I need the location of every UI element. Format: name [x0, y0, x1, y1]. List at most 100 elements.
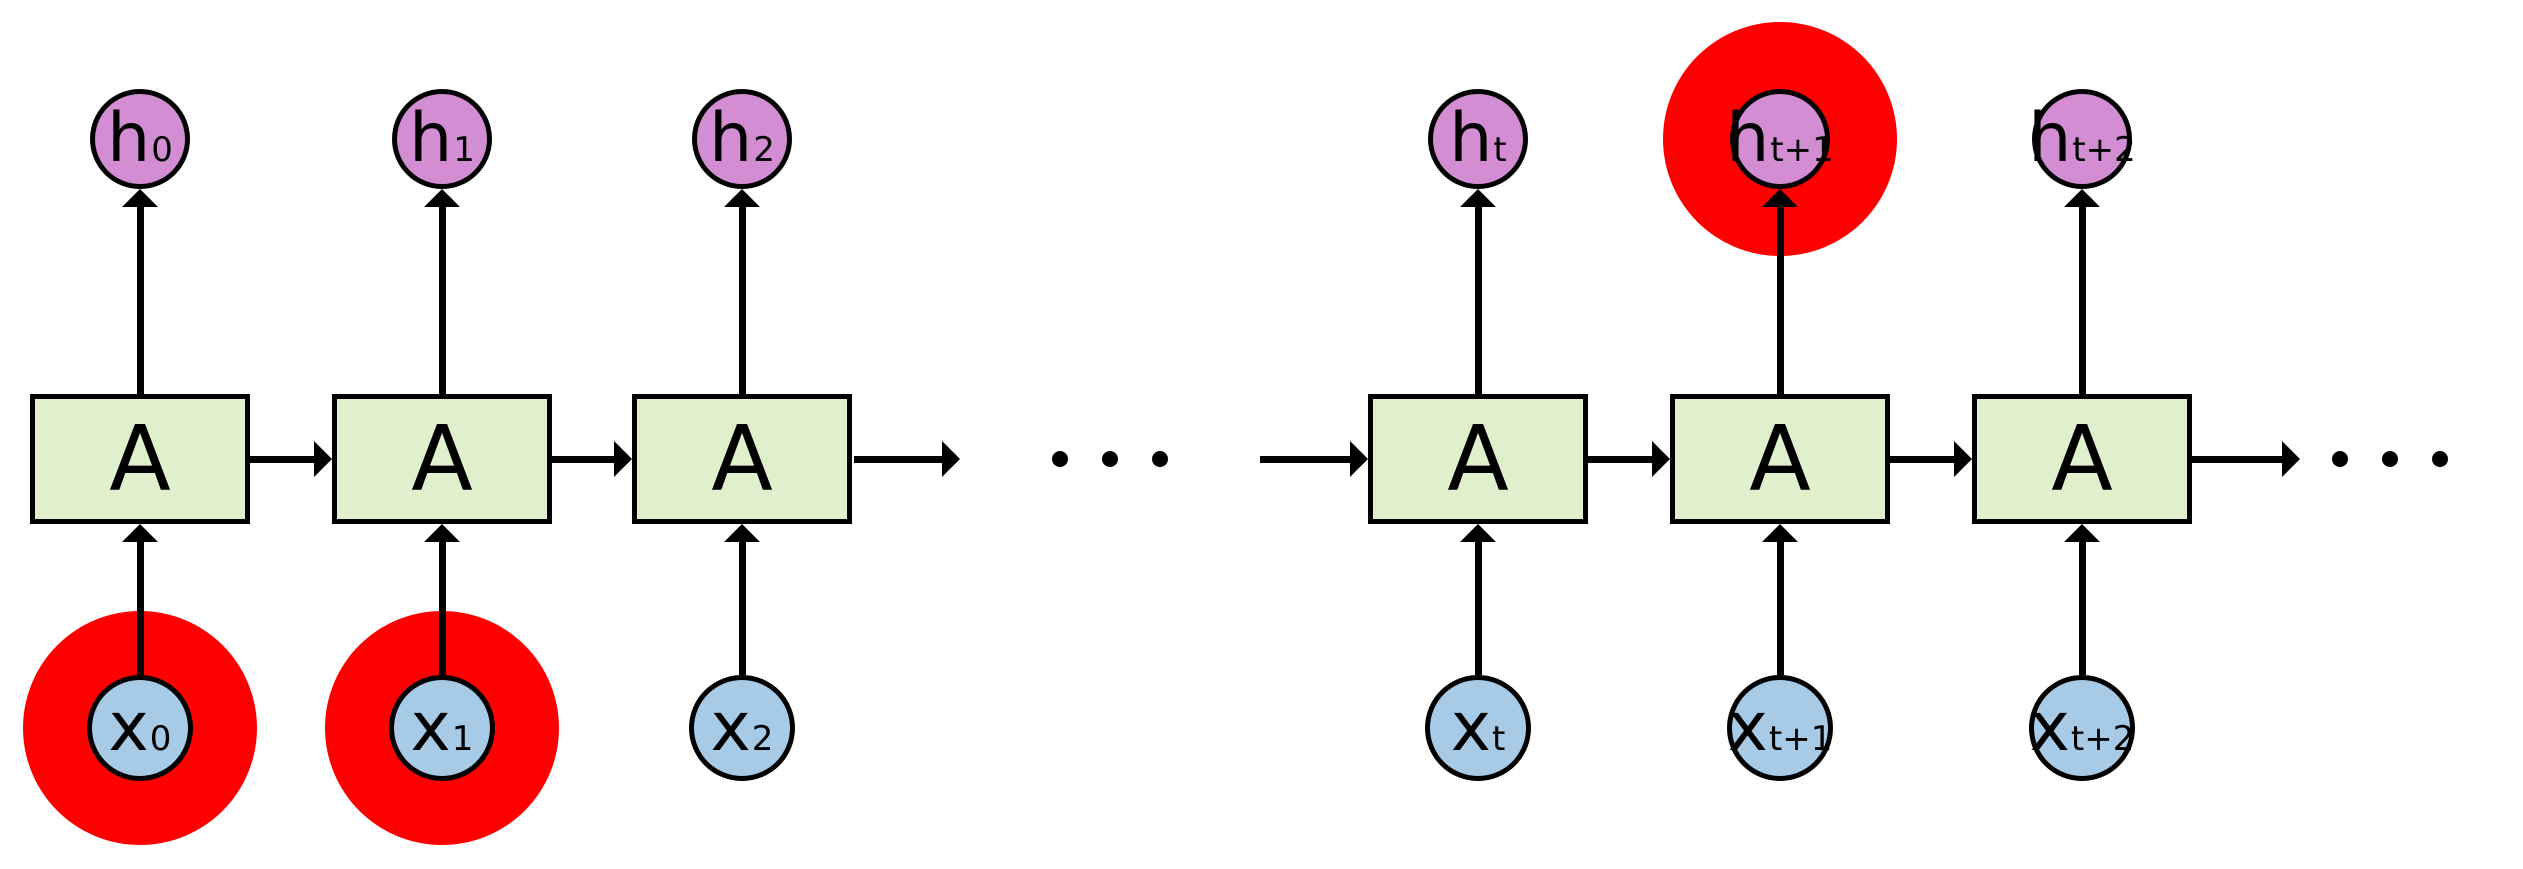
- arrow-head: [1762, 189, 1798, 207]
- a-cell-3: A: [1368, 394, 1588, 524]
- h-node-label: h2: [709, 105, 775, 173]
- arrow-a-to-h-4: [1777, 207, 1784, 394]
- x-node-4: xt+1: [1727, 675, 1833, 781]
- h-node-2: h2: [692, 89, 792, 189]
- x-node-label: x1: [411, 694, 474, 762]
- a-label: A: [1447, 407, 1509, 512]
- x-node-label: xt+2: [2030, 694, 2135, 762]
- arrow-a-to-h-0: [137, 207, 144, 394]
- label-sub: 1: [453, 133, 475, 167]
- dots-left: [1052, 451, 1168, 467]
- label-sub: t: [1492, 722, 1505, 756]
- h-arrow-0: [250, 456, 314, 463]
- h-node-label: ht+1: [1726, 105, 1834, 173]
- arrow-head: [1460, 524, 1496, 542]
- arrow-x-to-a-0: [137, 542, 144, 675]
- arrow-head: [942, 441, 960, 477]
- label-sub: 2: [752, 722, 774, 756]
- a-cell-5: A: [1972, 394, 2192, 524]
- arrow-head: [2064, 189, 2100, 207]
- arrow-head: [2282, 441, 2300, 477]
- a-cell-4: A: [1670, 394, 1890, 524]
- arrow-head: [1460, 189, 1496, 207]
- label-sub: t+2: [2072, 133, 2135, 167]
- arrow-head: [1954, 441, 1972, 477]
- arrow-head: [614, 441, 632, 477]
- arrow-head: [424, 189, 460, 207]
- h-node-4: ht+1: [1730, 89, 1830, 189]
- x-node-0: x0: [87, 675, 193, 781]
- dot: [1152, 451, 1168, 467]
- h-node-3: ht: [1428, 89, 1528, 189]
- h-arrow-5: [1890, 456, 1954, 463]
- arrow-x-to-a-1: [439, 542, 446, 675]
- label-sub: 0: [150, 722, 172, 756]
- h-node-label: ht: [1449, 105, 1506, 173]
- arrow-head: [122, 189, 158, 207]
- h-arrow-4: [1588, 456, 1652, 463]
- label-sub: 1: [452, 722, 474, 756]
- label-sub: t+1: [1770, 133, 1833, 167]
- dot: [1102, 451, 1118, 467]
- h-arrow-6: [2192, 456, 2282, 463]
- rnn-unrolled-diagram: h0Ax0h1Ax1h2Ax2htAxtht+1Axt+1ht+2Axt+2: [0, 0, 2523, 869]
- x-node-5: xt+2: [2029, 675, 2135, 781]
- a-label: A: [109, 407, 171, 512]
- a-label: A: [711, 407, 773, 512]
- arrow-head: [424, 524, 460, 542]
- arrow-head: [724, 189, 760, 207]
- label-base: x: [411, 694, 451, 762]
- x-node-label: xt+1: [1728, 694, 1833, 762]
- label-sub: t+1: [1769, 722, 1832, 756]
- arrow-head: [1652, 441, 1670, 477]
- arrow-x-to-a-5: [2079, 542, 2086, 675]
- arrow-a-to-h-5: [2079, 207, 2086, 394]
- arrow-x-to-a-4: [1777, 542, 1784, 675]
- h-node-label: ht+2: [2028, 105, 2136, 173]
- label-base: h: [107, 105, 150, 173]
- label-base: h: [1726, 105, 1769, 173]
- h-node-label: h1: [409, 105, 475, 173]
- arrow-x-to-a-3: [1475, 542, 1482, 675]
- label-base: x: [1728, 694, 1768, 762]
- h-node-1: h1: [392, 89, 492, 189]
- label-base: h: [409, 105, 452, 173]
- h-arrow-3: [1260, 456, 1350, 463]
- h-node-0: h0: [90, 89, 190, 189]
- label-sub: t+2: [2071, 722, 2134, 756]
- a-label: A: [1749, 407, 1811, 512]
- label-base: x: [2030, 694, 2070, 762]
- x-node-2: x2: [689, 675, 795, 781]
- label-base: h: [1449, 105, 1492, 173]
- label-base: x: [109, 694, 149, 762]
- dot: [2332, 451, 2348, 467]
- label-sub: 2: [753, 133, 775, 167]
- arrow-head: [122, 524, 158, 542]
- x-node-1: x1: [389, 675, 495, 781]
- a-cell-1: A: [332, 394, 552, 524]
- a-cell-0: A: [30, 394, 250, 524]
- h-arrow-1: [552, 456, 614, 463]
- dots-right: [2332, 451, 2448, 467]
- label-sub: t: [1493, 133, 1506, 167]
- x-node-label: x0: [109, 694, 172, 762]
- arrow-head: [2064, 524, 2100, 542]
- dot: [2382, 451, 2398, 467]
- a-cell-2: A: [632, 394, 852, 524]
- label-base: h: [709, 105, 752, 173]
- x-node-label: x2: [711, 694, 774, 762]
- label-sub: 0: [151, 133, 173, 167]
- h-node-label: h0: [107, 105, 173, 173]
- h-arrow-2: [854, 456, 942, 463]
- a-label: A: [411, 407, 473, 512]
- arrow-head: [724, 524, 760, 542]
- arrow-x-to-a-2: [739, 542, 746, 675]
- dot: [1052, 451, 1068, 467]
- h-node-5: ht+2: [2032, 89, 2132, 189]
- arrow-a-to-h-2: [739, 207, 746, 394]
- label-base: x: [711, 694, 751, 762]
- arrow-head: [314, 441, 332, 477]
- arrow-a-to-h-1: [439, 207, 446, 394]
- arrow-a-to-h-3: [1475, 207, 1482, 394]
- arrow-head: [1350, 441, 1368, 477]
